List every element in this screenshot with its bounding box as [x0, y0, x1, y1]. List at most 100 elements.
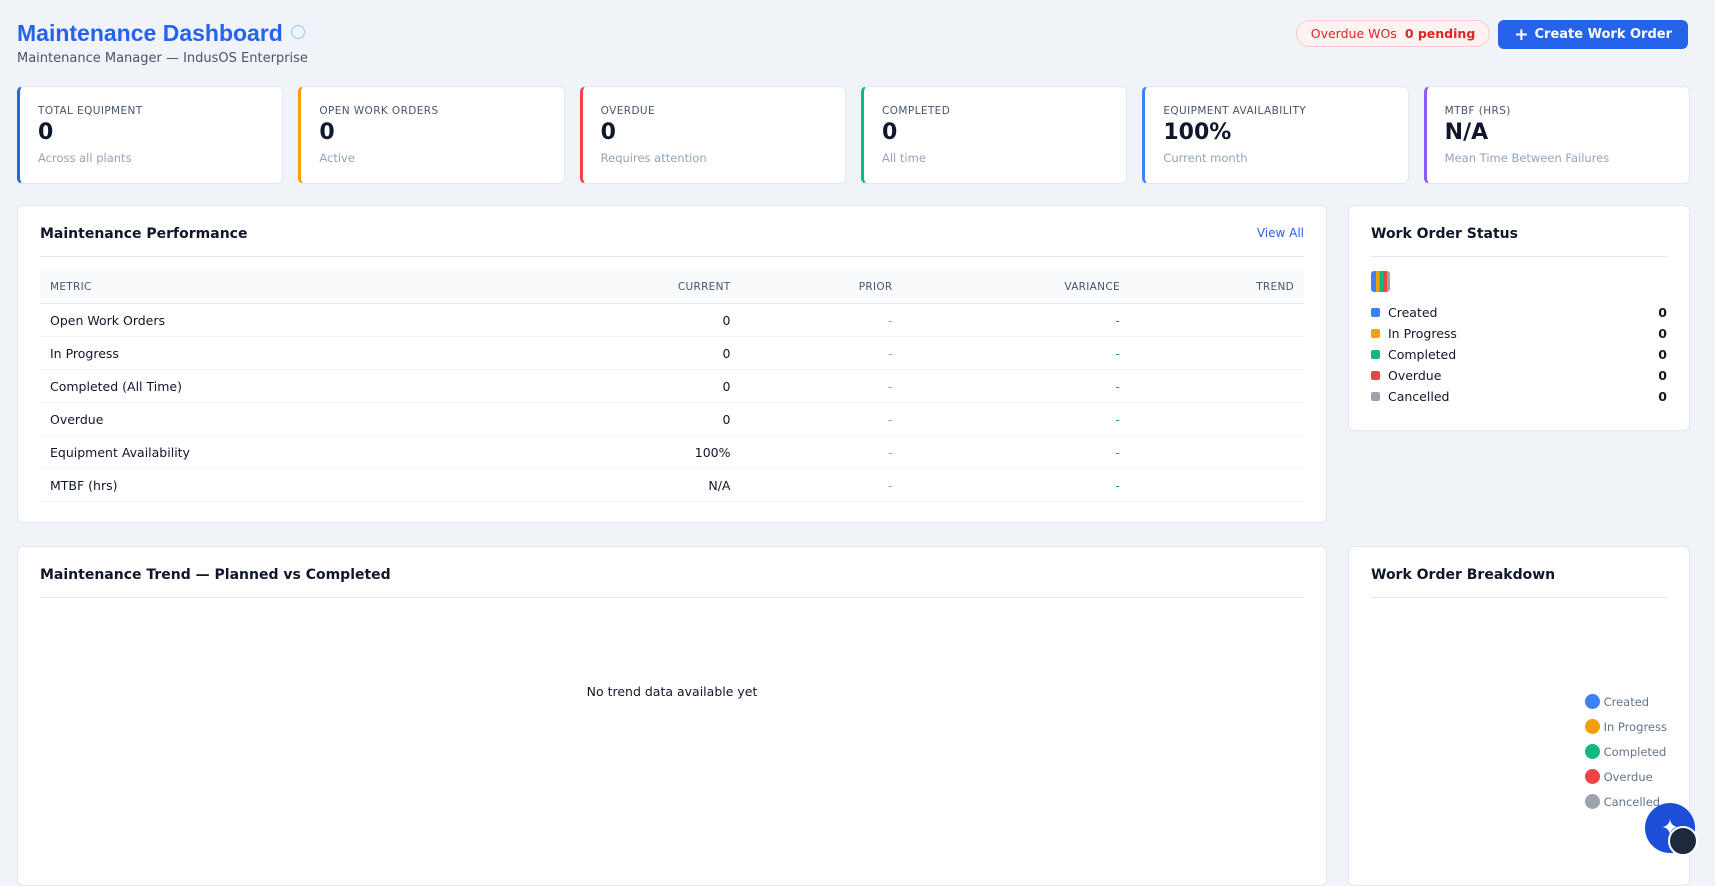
status-label: In Progress — [1388, 326, 1457, 341]
column-header: TREND — [1129, 271, 1304, 304]
kpi-value: 0 — [882, 120, 898, 145]
kpi-note: All time — [882, 151, 926, 165]
kpi-note: Current month — [1163, 151, 1248, 165]
kpi-note: Requires attention — [600, 151, 707, 165]
kpi-label: OPEN WORK ORDERS — [319, 105, 439, 117]
breakdown-card: Work Order Breakdown Created In Progress C… — [1348, 546, 1690, 886]
legend-label: Overdue — [1603, 769, 1653, 784]
table-cell: - — [740, 468, 903, 502]
status-label: Created — [1388, 305, 1438, 320]
card-title: Maintenance Trend — Planned vs Completed — [40, 567, 391, 583]
status-row: Created 0 — [1371, 302, 1667, 323]
status-row: Overdue 0 — [1371, 365, 1667, 386]
table-cell: 0 — [521, 369, 741, 403]
status-label: Cancelled — [1388, 389, 1450, 404]
table-cell: MTBF (hrs) — [40, 468, 522, 502]
kpi-label: OVERDUE — [600, 105, 656, 117]
table-cell: - — [902, 336, 1130, 370]
status-dot — [1371, 392, 1380, 401]
trend-card: Maintenance Trend — Planned vs Completed… — [17, 546, 1327, 886]
status-card: Work Order Status Created 0 In Progress 0 Co… — [1348, 205, 1690, 431]
table-row: Completed (All Time) 0- - — [40, 369, 1304, 403]
kpi-value: N/A — [1444, 120, 1489, 145]
status-dot — [1371, 371, 1380, 380]
column-header: CURRENT — [521, 271, 741, 304]
table-cell: N/A — [521, 468, 741, 502]
status-dot — [1371, 350, 1380, 359]
legend-label: Completed — [1603, 744, 1667, 759]
status-bar — [1371, 271, 1390, 292]
legend-dot — [1584, 769, 1600, 784]
status-label: Completed — [1388, 347, 1457, 362]
table-cell: - — [902, 468, 1130, 502]
status-item: In Progress — [1371, 326, 1457, 341]
table-row: Equipment Availability 100% - - — [40, 435, 1304, 469]
table-cell: - — [902, 435, 1130, 469]
status-value: 0 — [1658, 368, 1667, 383]
status-badge[interactable] — [1668, 826, 1698, 856]
card-title: Work Order Status — [1371, 226, 1518, 242]
status-item: Overdue — [1371, 368, 1441, 383]
performance-table: METRIC CURRENT PRIOR VARIANCE TREND Open Work… — [40, 271, 1304, 502]
table-row: Overdue 0- - — [40, 402, 1304, 436]
table-row: MTBF (hrs) N/A - - — [40, 468, 1304, 502]
status-dot — [1371, 329, 1380, 338]
status-item: Created — [1371, 305, 1437, 320]
legend-label: Cancelled — [1603, 794, 1661, 809]
table-cell: - — [740, 336, 903, 370]
table-cell: - — [902, 369, 1130, 403]
legend-item: Overdue — [1584, 764, 1667, 789]
table-row: Open Work Orders 0- - — [40, 303, 1304, 337]
kpi-label: TOTAL EQUIPMENT — [38, 105, 143, 117]
table-cell: Equipment Availability — [40, 435, 522, 469]
page-title: Maintenance Dashboard — [17, 20, 283, 46]
trend-cell — [1129, 468, 1304, 502]
table-cell: - — [902, 303, 1130, 337]
overdue-value: 0 pending — [1404, 26, 1476, 41]
status-row: Completed 0 — [1371, 344, 1667, 365]
create-button[interactable]: + Create Work Order — [1498, 20, 1688, 49]
kpi-note: Across all plants — [38, 151, 132, 165]
table-cell: Completed (All Time) — [40, 369, 522, 403]
kpi-card: OPEN WORK ORDERS 0 Active — [298, 86, 565, 184]
legend-dot — [1584, 794, 1600, 809]
table-cell: Overdue — [40, 402, 522, 436]
card-title: Maintenance Performance — [40, 226, 248, 242]
table-cell: - — [740, 303, 903, 337]
overdue-pill[interactable]: Overdue WOs 0 pending — [1295, 20, 1491, 47]
table-cell: In Progress — [40, 336, 522, 370]
create-label: Create Work Order — [1534, 27, 1672, 42]
status-label: Overdue — [1388, 368, 1442, 383]
table-cell: - — [740, 435, 903, 469]
table-cell: 100% — [521, 435, 741, 469]
status-value: 0 — [1658, 389, 1667, 404]
column-header: PRIOR — [740, 271, 903, 304]
status-value: 0 — [1658, 326, 1667, 341]
card-title: Work Order Breakdown — [1371, 567, 1556, 583]
empty-message: No trend data available yet — [586, 684, 758, 699]
table-cell: - — [902, 402, 1130, 436]
view-all[interactable]: View All — [1256, 226, 1304, 240]
kpi-card: TOTAL EQUIPMENT 0 Across all plants — [17, 86, 284, 184]
table-cell: Open Work Orders — [40, 303, 522, 337]
overdue-label: Overdue WOs — [1310, 26, 1397, 41]
table-cell: 0 — [521, 336, 741, 370]
trend-cell — [1129, 402, 1304, 436]
table-cell: - — [740, 402, 903, 436]
kpi-label: COMPLETED — [882, 105, 951, 117]
legend-dot — [1584, 744, 1600, 759]
kpi-value: 100% — [1163, 120, 1232, 145]
kpi-label: EQUIPMENT AVAILABILITY — [1163, 105, 1307, 117]
legend-item: Cancelled — [1584, 789, 1667, 814]
info-icon[interactable] — [290, 25, 305, 39]
kpi-value: 0 — [38, 120, 54, 145]
kpi-card: MTBF (HRS) N/A Mean Time Between Failures — [1423, 86, 1690, 184]
column-header: VARIANCE — [902, 271, 1130, 304]
legend: Created In Progress Completed Overdue Cancel… — [1584, 689, 1667, 814]
status-item: Cancelled — [1371, 389, 1449, 404]
column-header: METRIC — [40, 271, 522, 304]
legend-item: In Progress — [1584, 714, 1667, 739]
trend-cell — [1129, 435, 1304, 469]
